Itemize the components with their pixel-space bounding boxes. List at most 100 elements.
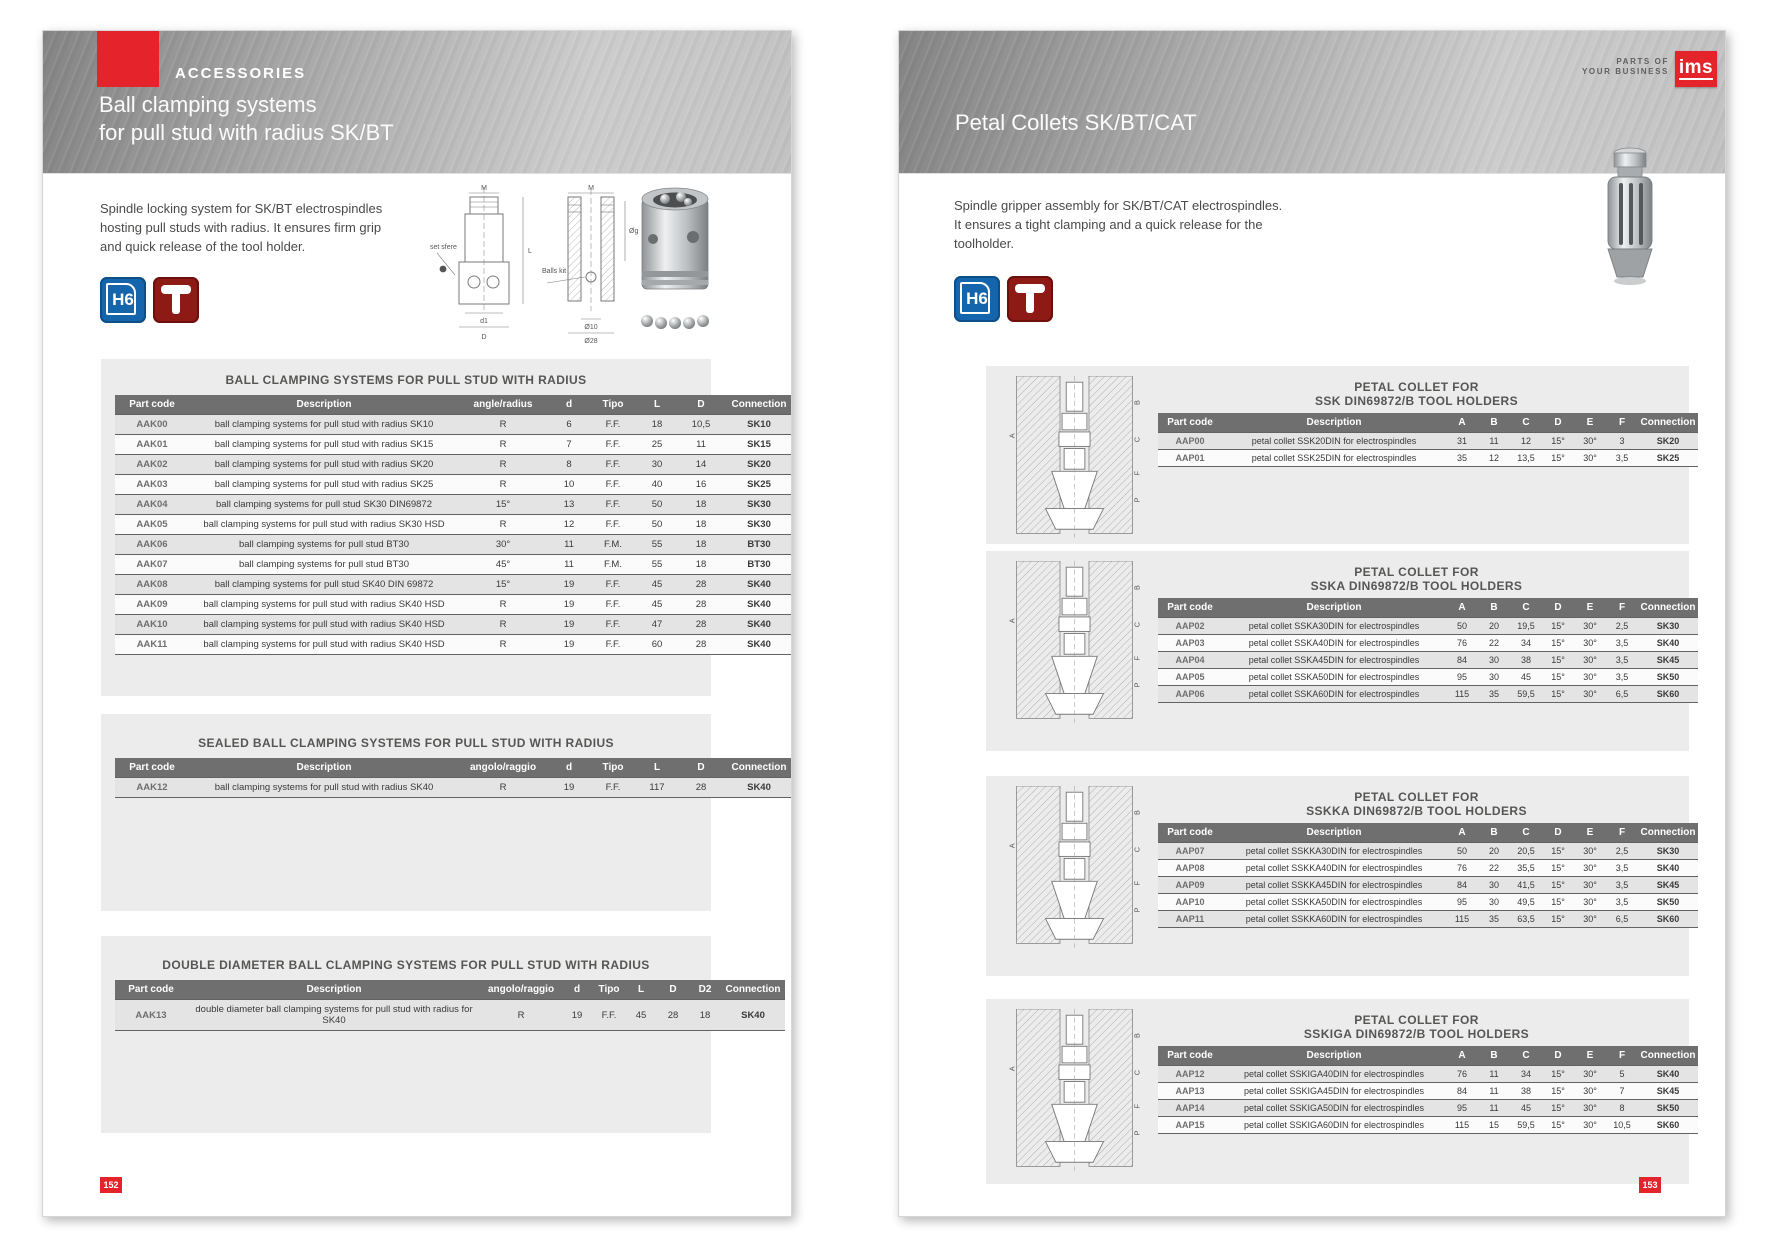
value-cell: 13 — [547, 494, 591, 515]
column-header: Connection — [1638, 823, 1698, 843]
value-cell: 30° — [1574, 668, 1606, 686]
collet-section-drawing: A B C F P — [1007, 561, 1142, 723]
h6-tolerance-icon: H6 — [100, 277, 146, 323]
table-container: Part code Description A B C D E F Connection AAP0… — [1158, 413, 1698, 467]
value-cell: 18 — [679, 494, 723, 515]
column-header: Connection — [1638, 598, 1698, 618]
column-header: Description — [189, 758, 459, 778]
value-cell: SK40 — [721, 999, 785, 1031]
value-cell: 34 — [1510, 1065, 1542, 1083]
value-cell: 10,5 — [679, 414, 723, 435]
dim-label-o10: Ø10 — [584, 324, 597, 331]
table-row: AAK12 ball clamping systems for pull stud… — [115, 777, 791, 798]
badge-row: H6 — [954, 276, 1053, 322]
dim-label-f: F — [1133, 1103, 1142, 1108]
value-cell: SK30 — [1638, 842, 1698, 860]
column-header: angolo/raggio — [481, 980, 561, 1000]
part-code-cell: AAK07 — [115, 554, 189, 575]
spec-table: Part code Description A B C D E F Connection AAP0… — [1158, 413, 1698, 467]
t-tool-icon — [1007, 276, 1053, 322]
value-cell: 115 — [1446, 685, 1478, 703]
column-header: Connection — [1638, 1046, 1698, 1066]
value-cell: 11 — [547, 554, 591, 575]
value-cell: SK60 — [1638, 1116, 1698, 1134]
table-container: Part code Description angle/radius d Tipo L D C… — [115, 395, 791, 655]
column-header: L — [635, 395, 679, 415]
value-cell: F.F. — [593, 999, 625, 1031]
value-cell: 117 — [635, 777, 679, 798]
text-line: PARTS OF — [1616, 57, 1669, 66]
column-header: F — [1606, 598, 1638, 618]
value-cell: R — [459, 614, 547, 635]
left-header-banner — [43, 31, 791, 174]
part-code-cell: AAK08 — [115, 574, 189, 595]
column-header: Part code — [1158, 598, 1222, 618]
column-header: A — [1446, 413, 1478, 433]
value-cell: 30° — [1574, 1065, 1606, 1083]
table-container: Part code Description A B C D E F Connection AAP0… — [1158, 598, 1698, 703]
value-cell: SK30 — [1638, 617, 1698, 635]
value-cell: 11 — [1478, 1065, 1510, 1083]
part-code-cell: AAK13 — [115, 999, 187, 1031]
value-cell: petal collet SSK20DIN for electrospindle… — [1222, 432, 1446, 450]
table-zone: PETAL COLLET FOR SSK DIN69872/B TOOL HOLD… — [1158, 374, 1698, 467]
value-cell: 6 — [547, 414, 591, 435]
value-cell: 18 — [679, 514, 723, 535]
value-cell: ball clamping systems for pull stud BT30 — [189, 554, 459, 575]
column-header: A — [1446, 598, 1478, 618]
dim-label-a: A — [1007, 618, 1016, 623]
value-cell: 30° — [1574, 617, 1606, 635]
value-cell: 28 — [679, 777, 723, 798]
text-line: PETAL COLLET FOR — [1354, 1013, 1479, 1027]
column-header: Description — [1222, 823, 1446, 843]
table-row: AAP15 petal collet SSKIGA60DIN for electr… — [1158, 1116, 1698, 1134]
value-cell: 30 — [1478, 651, 1510, 669]
value-cell: SK60 — [1638, 910, 1698, 928]
value-cell: SK50 — [1638, 668, 1698, 686]
column-header: C — [1510, 823, 1542, 843]
left-description: Spindle locking system for SK/BT electro… — [100, 199, 382, 256]
value-cell: petal collet SSKKA30DIN for electrospind… — [1222, 842, 1446, 860]
part-code-cell: AAP00 — [1158, 432, 1222, 450]
value-cell: BT30 — [723, 534, 791, 555]
left-page-title: Ball clamping systems for pull stud with … — [99, 91, 394, 147]
collet-section-drawing: A B C F P — [1007, 1009, 1142, 1171]
table-row: AAK11 ball clamping systems for pull stud… — [115, 634, 791, 655]
value-cell: F.F. — [591, 574, 635, 595]
dim-label-c: C — [1133, 1070, 1142, 1075]
value-cell: 95 — [1446, 1099, 1478, 1117]
value-cell: 19 — [547, 594, 591, 615]
dim-label-b: B — [1133, 585, 1142, 590]
value-cell: 31 — [1446, 432, 1478, 450]
value-cell: 30° — [1574, 876, 1606, 894]
column-header: E — [1574, 598, 1606, 618]
value-cell: 2,5 — [1606, 617, 1638, 635]
table-panel-sskiga: A B C F P PETAL COLLET FOR SSKIGA DIN6987… — [986, 999, 1698, 1184]
table-container: Part code Description angolo/raggio d Tipo L D… — [115, 758, 791, 798]
column-header: F — [1606, 823, 1638, 843]
text-line: PETAL COLLET FOR — [1354, 565, 1479, 579]
part-code-cell: AAK02 — [115, 454, 189, 475]
value-cell: SK30 — [723, 514, 791, 535]
value-cell: 8 — [1606, 1099, 1638, 1117]
value-cell: SK45 — [1638, 651, 1698, 669]
collet-section-drawing: A B C F P — [1007, 786, 1142, 948]
dim-label-f: F — [1133, 880, 1142, 885]
value-cell: ball clamping systems for pull stud with… — [189, 614, 459, 635]
value-cell: 12 — [547, 514, 591, 535]
text-line: and quick release of the tool holder. — [100, 239, 306, 254]
column-header: Description — [1222, 598, 1446, 618]
value-cell: 3,5 — [1606, 651, 1638, 669]
value-cell: 50 — [1446, 617, 1478, 635]
table-row: AAP03 petal collet SSKA40DIN for electros… — [1158, 634, 1698, 652]
section-eyebrow: ACCESSORIES — [175, 65, 307, 82]
value-cell: 45 — [625, 999, 657, 1031]
value-cell: F.F. — [591, 514, 635, 535]
value-cell: 30° — [1574, 432, 1606, 450]
text-line: SSKKA DIN69872/B TOOL HOLDERS — [1306, 804, 1527, 818]
value-cell: 18 — [679, 534, 723, 555]
value-cell: 115 — [1446, 1116, 1478, 1134]
table-row: AAP09 petal collet SSKKA45DIN for electro… — [1158, 876, 1698, 894]
part-code-cell: AAP05 — [1158, 668, 1222, 686]
value-cell: 15° — [1542, 842, 1574, 860]
